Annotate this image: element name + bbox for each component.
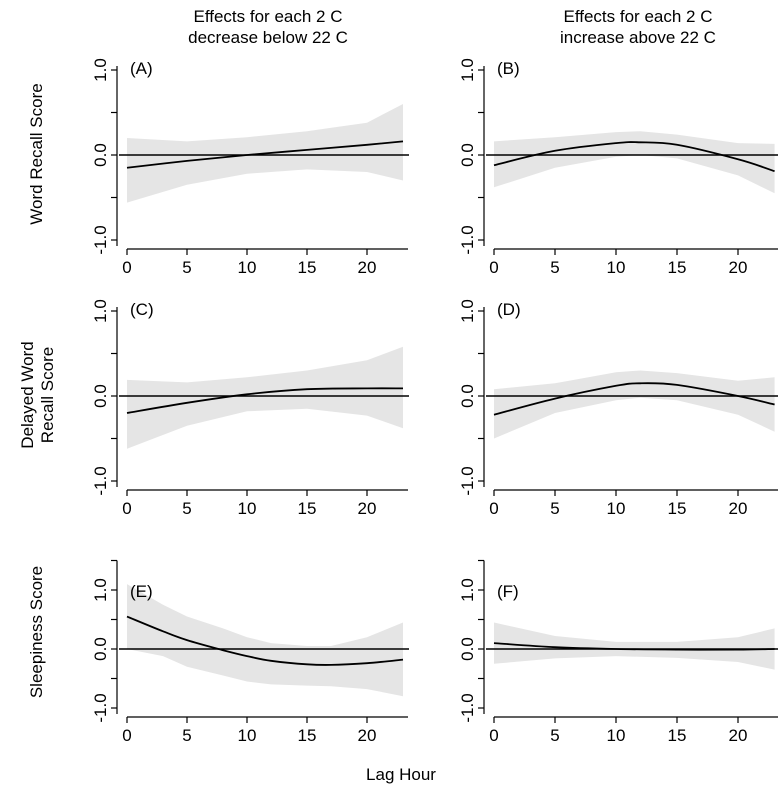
chart-panel: -1.0 0.0 1.0 0 5 10 15 20 (A) [91,58,409,277]
panel-label: (E) [130,582,153,601]
estimate-line [493,141,775,173]
estimate-line [126,387,404,414]
y-tick-label: -1.0 [91,466,110,495]
x-tick-label: 20 [729,258,748,277]
y-tick-label: 1.0 [91,58,110,82]
x-tick-label: 5 [550,499,559,518]
x-tick-label: 10 [238,726,257,745]
x-tick-label: 10 [238,258,257,277]
x-tick-label: 5 [182,499,191,518]
x-tick-label: 10 [607,726,626,745]
x-tick-label: 5 [182,258,191,277]
confidence-band [494,370,775,439]
x-tick-label: 0 [122,499,131,518]
x-tick-label: 20 [358,499,377,518]
row-label: Word Recall Score [27,83,46,224]
x-tick-label: 15 [668,499,687,518]
x-tick-label: 20 [729,726,748,745]
x-tick-label: 20 [729,499,748,518]
y-tick-label: 0.0 [91,143,110,167]
y-tick-label: -1.0 [91,693,110,722]
y-tick-label: 0.0 [91,384,110,408]
column-title: Effects for each 2 C increase above 22 C [560,7,716,47]
row-labels: Word Recall Score Delayed Word Recall Scor… [18,83,57,698]
y-tick-label: 1.0 [458,299,477,323]
x-axis-label: Lag Hour [366,765,436,784]
column-title-line: Effects for each 2 C [564,7,713,26]
x-tick-label: 0 [489,726,498,745]
confidence-band [494,131,775,194]
panel-label: (C) [130,300,154,319]
x-tick-label: 10 [607,258,626,277]
panel-label: (A) [130,59,153,78]
x-tick-label: 15 [298,258,317,277]
x-tick-label: 0 [122,726,131,745]
y-tick-label: 0.0 [458,384,477,408]
confidence-band [127,346,403,449]
y-tick-label: 1.0 [458,578,477,602]
estimate-line [126,140,404,169]
x-tick-label: 5 [550,726,559,745]
y-tick-label: 0.0 [458,143,477,167]
x-tick-label: 15 [668,258,687,277]
y-tick-label: -1.0 [458,466,477,495]
chart-panel: -1.0 0.0 1.0 0 5 10 15 20 (C) [91,299,409,518]
x-tick-label: 20 [358,258,377,277]
estimate-line [493,382,775,416]
x-tick-label: 5 [550,258,559,277]
panel-label: (D) [497,300,521,319]
x-tick-label: 0 [489,499,498,518]
x-tick-label: 10 [607,499,626,518]
confidence-band [494,622,775,670]
x-tick-label: 15 [668,726,687,745]
chart-panel: -1.0 0.0 1.0 0 5 10 15 20 (F) [458,559,778,745]
y-tick-label: 1.0 [91,299,110,323]
chart-panel: -1.0 0.0 1.0 0 5 10 15 20 (D) [458,299,778,518]
y-tick-label: -1.0 [91,225,110,254]
column-title: Effects for each 2 C decrease below 22 C [188,7,348,47]
column-title-line: Effects for each 2 C [194,7,343,26]
estimate-line [126,615,404,666]
x-tick-label: 15 [298,726,317,745]
panel-label: (B) [497,59,520,78]
confidence-band [127,584,403,697]
x-tick-label: 20 [358,726,377,745]
column-title-line: decrease below 22 C [188,28,348,47]
y-tick-label: 0.0 [458,637,477,661]
y-tick-label: 0.0 [91,637,110,661]
x-tick-label: 10 [238,499,257,518]
x-tick-label: 5 [182,726,191,745]
panel-label: (F) [497,582,519,601]
y-tick-label: 1.0 [458,58,477,82]
row-label: Delayed Word [18,341,37,448]
y-tick-label: -1.0 [458,225,477,254]
x-tick-label: 0 [122,258,131,277]
panel-grid: -1.0 0.0 1.0 0 5 10 15 20 (A) -1.0 0.0 1.0 0 5 10 15 20 (… [91,58,778,745]
row-label: Sleepiness Score [27,566,46,698]
x-tick-label: 15 [298,499,317,518]
y-tick-label: 1.0 [91,578,110,602]
y-tick-label: -1.0 [458,693,477,722]
chart-panel: -1.0 0.0 1.0 0 5 10 15 20 (E) [91,559,409,745]
estimate-line [493,642,775,651]
x-tick-label: 0 [489,258,498,277]
row-label: Recall Score [38,347,57,443]
column-title-line: increase above 22 C [560,28,716,47]
chart-panel: -1.0 0.0 1.0 0 5 10 15 20 (B) [458,58,778,277]
